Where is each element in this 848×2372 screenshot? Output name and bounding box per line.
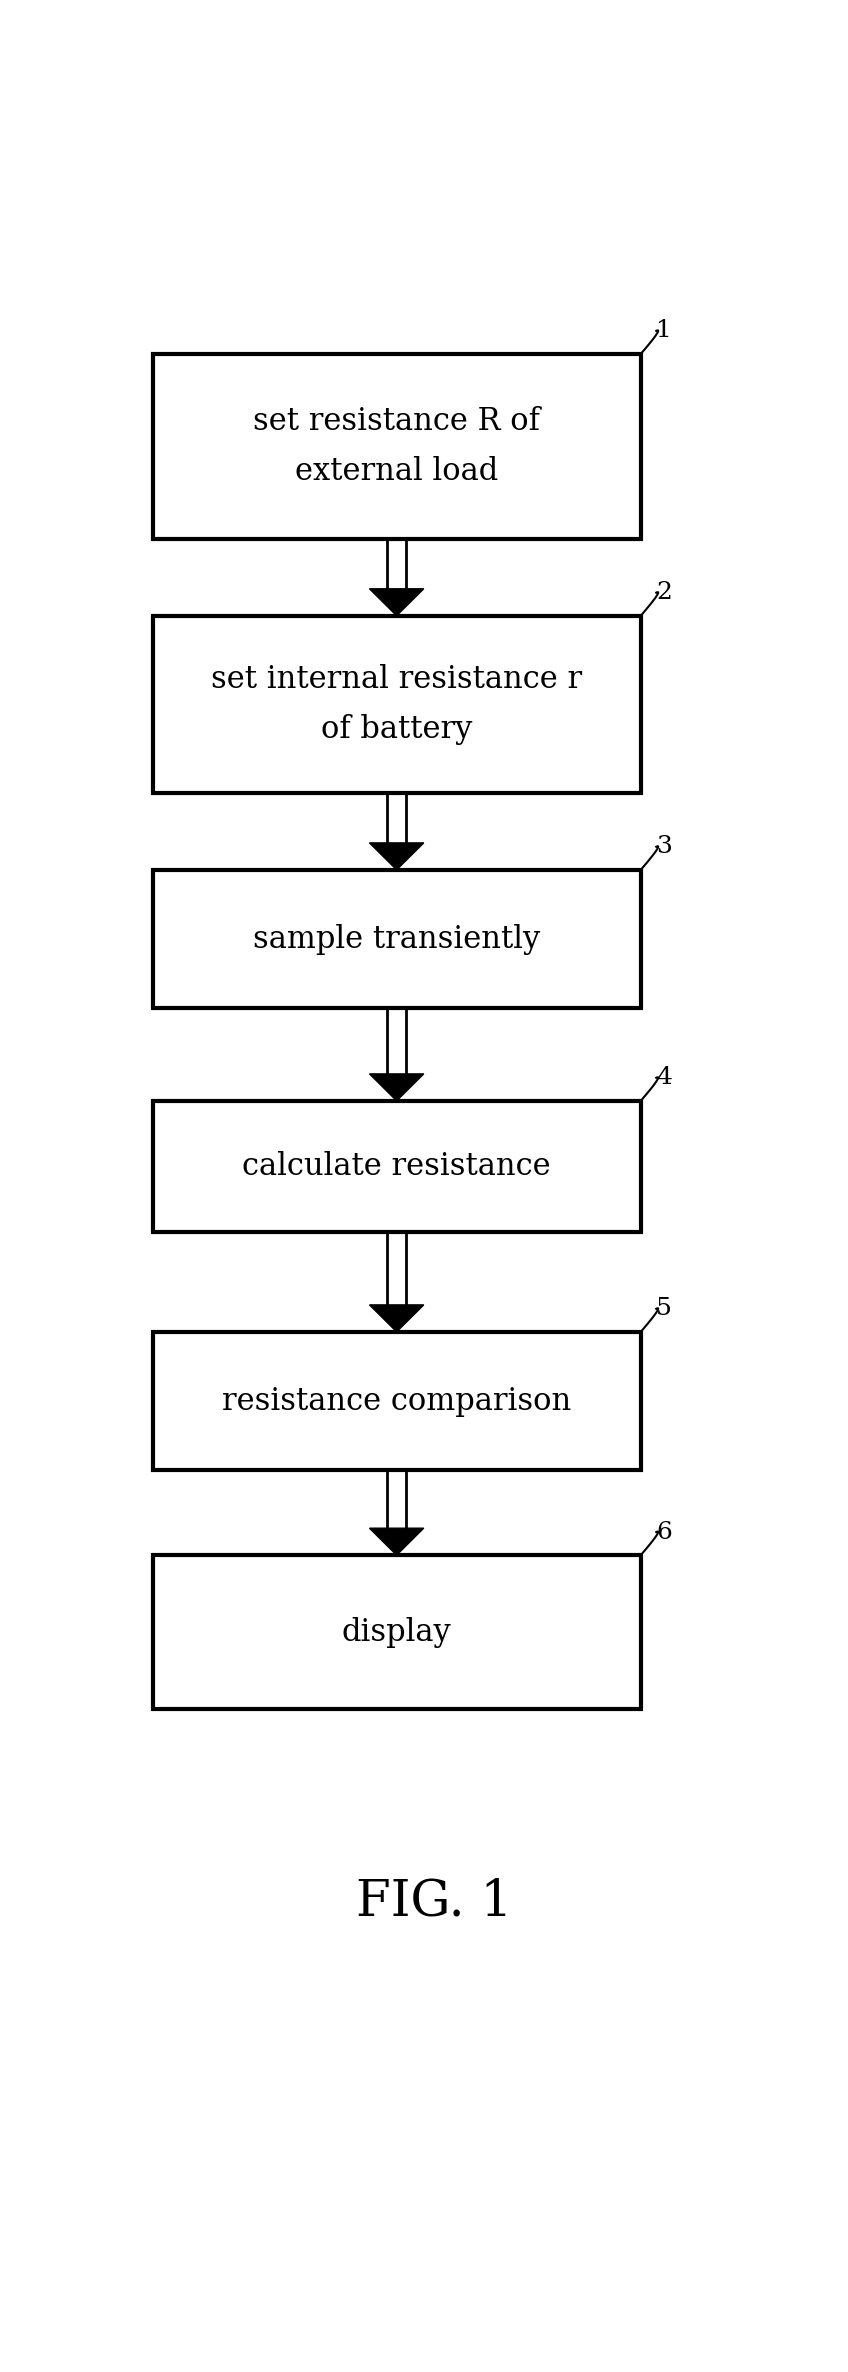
Text: 4: 4: [656, 1067, 672, 1089]
Polygon shape: [370, 1075, 424, 1101]
Text: resistance comparison: resistance comparison: [222, 1385, 572, 1416]
Text: sample transiently: sample transiently: [253, 923, 540, 954]
Text: 3: 3: [656, 835, 672, 859]
Text: 1: 1: [656, 320, 672, 342]
Bar: [153, 1331, 641, 1471]
Text: 2: 2: [656, 581, 672, 605]
Text: 5: 5: [656, 1297, 672, 1321]
Bar: [153, 353, 641, 538]
Text: 6: 6: [656, 1520, 672, 1544]
Bar: [153, 1101, 641, 1231]
Polygon shape: [370, 1305, 424, 1331]
Polygon shape: [370, 588, 424, 617]
Bar: [153, 871, 641, 1008]
Polygon shape: [370, 1528, 424, 1556]
Text: set resistance R of
external load: set resistance R of external load: [254, 406, 540, 486]
Text: calculate resistance: calculate resistance: [243, 1150, 551, 1181]
Text: display: display: [342, 1618, 451, 1649]
Text: set internal resistance r
of battery: set internal resistance r of battery: [211, 664, 583, 745]
Bar: [153, 1556, 641, 1710]
Text: FIG. 1: FIG. 1: [356, 1876, 513, 1926]
Bar: [153, 617, 641, 792]
Polygon shape: [370, 842, 424, 871]
